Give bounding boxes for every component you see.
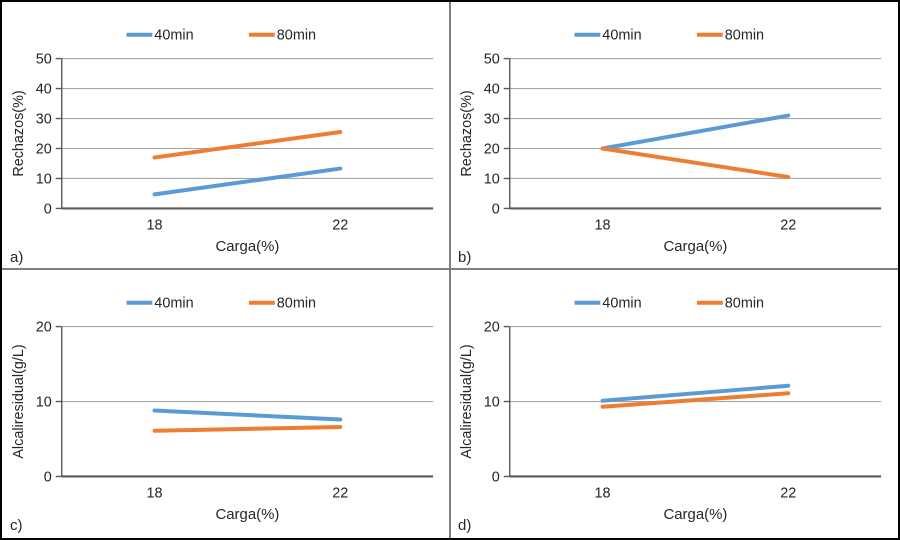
y-tick-label: 30 bbox=[36, 112, 52, 128]
x-tick-label: 22 bbox=[332, 217, 348, 233]
series-line-80min bbox=[152, 130, 343, 160]
legend-label-80min: 80min bbox=[725, 28, 764, 44]
y-tick-label: 50 bbox=[36, 52, 52, 68]
legend-label-40min: 40min bbox=[602, 296, 641, 312]
y-axis-title: Alcaliresidual(g/L) bbox=[459, 344, 475, 458]
series-line-40min bbox=[600, 113, 791, 151]
x-tick-label: 18 bbox=[595, 485, 611, 501]
y-tick-label: 0 bbox=[492, 469, 500, 485]
series-line-80min bbox=[600, 391, 791, 409]
y-axis-title: Alcaliresidual(g/L) bbox=[11, 344, 27, 458]
series-line-40min bbox=[152, 408, 343, 422]
chart-panel-d: 0 10 20 18 22 Carga(%) Alcaliresidual(g/L) 40mi… bbox=[450, 270, 898, 538]
legend-label-40min: 40min bbox=[602, 28, 641, 44]
panel-label-d: d) bbox=[458, 517, 472, 534]
y-tick-label: 20 bbox=[36, 320, 52, 336]
x-axis-title: Carga(%) bbox=[215, 239, 279, 255]
series-line-80min bbox=[152, 425, 343, 433]
x-tick-label: 18 bbox=[147, 485, 163, 501]
panel-label-a: a) bbox=[10, 249, 24, 266]
y-tick-label: 0 bbox=[492, 201, 500, 217]
y-tick-label: 20 bbox=[484, 141, 500, 157]
y-tick-label: 30 bbox=[484, 112, 500, 128]
chart-panel-b: 0 10 20 30 40 50 18 22 Carga(%) Rechazos(%) 40min 8… bbox=[450, 2, 898, 270]
chart-d-svg: 0 10 20 18 22 Carga(%) Alcaliresidual(g/L) 40mi… bbox=[459, 296, 882, 523]
chart-panel-a: 0 10 20 30 40 50 18 22 Carga(%) Rechazos(%) 40min 8… bbox=[2, 2, 450, 270]
series-line-80min bbox=[600, 146, 791, 179]
y-tick-label: 10 bbox=[484, 171, 500, 187]
vertical-divider bbox=[449, 2, 451, 538]
x-axis-title: Carga(%) bbox=[663, 239, 727, 255]
legend-label-80min: 80min bbox=[725, 296, 764, 312]
y-axis-title: Rechazos(%) bbox=[11, 90, 27, 176]
x-axis-title: Carga(%) bbox=[215, 507, 279, 523]
x-tick-label: 22 bbox=[780, 217, 796, 233]
y-tick-label: 40 bbox=[36, 82, 52, 98]
y-tick-label: 10 bbox=[36, 171, 52, 187]
y-tick-label: 10 bbox=[484, 394, 500, 410]
panel-label-c: c) bbox=[10, 517, 23, 534]
x-tick-label: 18 bbox=[147, 217, 163, 233]
y-tick-label: 40 bbox=[484, 82, 500, 98]
y-tick-label: 50 bbox=[484, 52, 500, 68]
x-tick-label: 22 bbox=[332, 485, 348, 501]
x-axis-title: Carga(%) bbox=[663, 507, 727, 523]
chart-panel-c: 0 10 20 18 22 Carga(%) Alcaliresidual(g/L) 40mi… bbox=[2, 270, 450, 538]
y-tick-label: 20 bbox=[484, 320, 500, 336]
panel-label-b: b) bbox=[458, 249, 472, 266]
legend-label-80min: 80min bbox=[277, 28, 316, 44]
x-tick-label: 22 bbox=[780, 485, 796, 501]
y-tick-label: 10 bbox=[36, 394, 52, 410]
chart-c-svg: 0 10 20 18 22 Carga(%) Alcaliresidual(g/L) 40mi… bbox=[11, 296, 434, 523]
chart-b-svg: 0 10 20 30 40 50 18 22 Carga(%) Rechazos(%) 40min 8… bbox=[459, 28, 882, 255]
legend-label-80min: 80min bbox=[277, 296, 316, 312]
series-line-40min bbox=[600, 383, 791, 403]
legend-label-40min: 40min bbox=[154, 296, 193, 312]
legend-label-40min: 40min bbox=[154, 28, 193, 44]
x-tick-label: 18 bbox=[595, 217, 611, 233]
y-tick-label: 0 bbox=[44, 469, 52, 485]
series-line-40min bbox=[152, 166, 343, 197]
horizontal-divider bbox=[2, 268, 898, 270]
y-axis-title: Rechazos(%) bbox=[459, 90, 475, 176]
y-tick-label: 0 bbox=[44, 201, 52, 217]
chart-a-svg: 0 10 20 30 40 50 18 22 Carga(%) Rechazos(%) 40min 8… bbox=[11, 28, 434, 255]
y-tick-label: 20 bbox=[36, 141, 52, 157]
